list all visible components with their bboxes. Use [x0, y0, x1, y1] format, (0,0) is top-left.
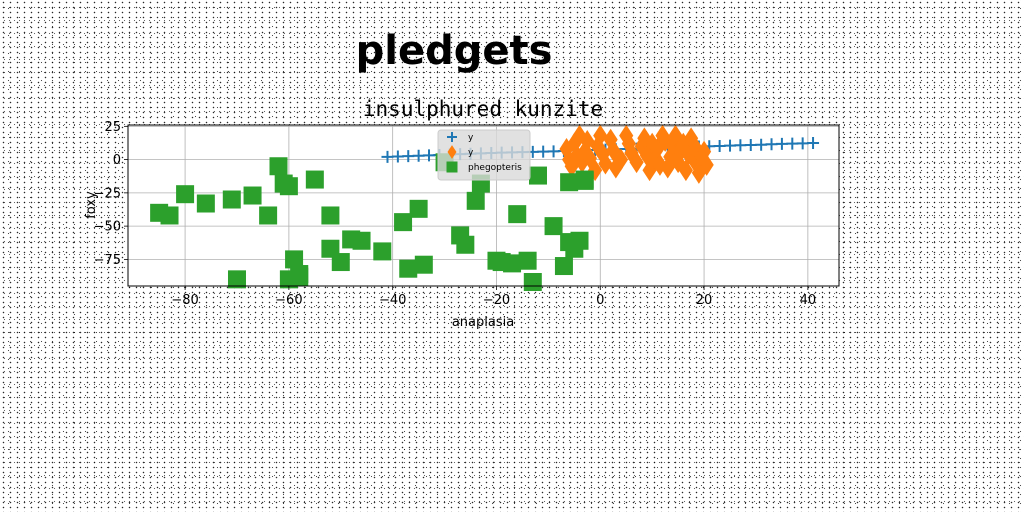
data-point [598, 152, 613, 175]
data-point [796, 137, 809, 150]
legend-box [437, 129, 531, 181]
data-point [678, 159, 693, 182]
data-point [613, 148, 629, 171]
legend-marker-3 [446, 161, 458, 173]
data-point [176, 185, 195, 204]
chart-title: insulphured kunzite [363, 97, 603, 121]
data-point [352, 231, 371, 250]
data-point [734, 139, 747, 152]
y-axis-label: foxy [84, 191, 99, 219]
x-tick-label: −80 [171, 293, 198, 308]
data-point [399, 259, 418, 278]
data-point [572, 124, 587, 147]
legend-marker-1 [447, 132, 457, 142]
legend-entry-2: y [468, 148, 474, 158]
data-point [544, 217, 563, 236]
data-point [412, 149, 425, 162]
data-point [652, 153, 668, 176]
data-point [775, 137, 788, 150]
y-tick-label: −75 [94, 253, 121, 268]
data-point [713, 140, 726, 153]
data-point [279, 177, 298, 196]
x-tick-label: −60 [275, 293, 302, 308]
data-point [423, 149, 436, 162]
data-point [196, 194, 215, 213]
data-point [699, 153, 714, 176]
series-layer [150, 124, 820, 292]
x-tick-label: 20 [696, 293, 713, 308]
data-point [508, 205, 527, 224]
plot-frame [127, 124, 840, 287]
legend-entry-3: phegopteris [468, 163, 522, 173]
data-point [547, 145, 560, 158]
x-tick-label: 0 [596, 293, 604, 308]
data-point [259, 206, 278, 225]
x-axis-label: anaplasia [452, 315, 514, 330]
data-point [744, 138, 757, 151]
data-point [290, 265, 309, 284]
data-point [227, 270, 246, 289]
y-tick-label: −25 [94, 186, 121, 201]
data-point [523, 273, 542, 292]
data-point [755, 138, 768, 151]
x-tick-label: −40 [379, 293, 406, 308]
data-point [807, 136, 820, 149]
data-point [765, 138, 778, 151]
data-point [593, 124, 608, 147]
data-point [528, 166, 547, 185]
data-point [414, 255, 433, 274]
data-point [554, 257, 573, 276]
data-point [629, 151, 644, 174]
data-point [409, 199, 428, 218]
data-point [321, 206, 340, 225]
chart-suptitle: pledgets [356, 28, 553, 74]
legend-marker-2 [447, 145, 457, 159]
data-point [391, 150, 404, 163]
legend-entry-1: y [468, 133, 474, 143]
data-point [587, 159, 603, 182]
data-point [243, 186, 262, 205]
data-point [269, 157, 288, 176]
series-3 [150, 153, 594, 292]
data-point [560, 233, 579, 252]
series-2 [559, 124, 714, 184]
data-point [560, 173, 579, 192]
ticks: −80 −60 −40 −20 0 20 40 25 0 −25 −50 −75 [94, 120, 817, 308]
data-point [466, 191, 485, 210]
y-tick-label: 0 [113, 153, 121, 168]
data-point [321, 239, 340, 258]
data-point [373, 242, 392, 261]
x-tick-label: 40 [800, 293, 817, 308]
data-point [537, 145, 550, 158]
x-tick-label: −20 [483, 293, 510, 308]
data-point [606, 139, 621, 162]
data-point [160, 206, 179, 225]
data-point [580, 130, 595, 152]
legend-markers [446, 132, 458, 173]
data-point [402, 150, 415, 163]
data-point [331, 253, 350, 272]
data-point [381, 150, 394, 163]
data-point [394, 213, 413, 232]
data-point [503, 254, 522, 273]
data-point [305, 170, 324, 189]
data-point [456, 235, 475, 254]
data-point [575, 171, 594, 190]
y-tick-label: 25 [104, 120, 121, 135]
data-point [724, 139, 737, 152]
data-point [518, 251, 537, 270]
y-tick-label: −50 [94, 220, 121, 235]
data-point [222, 190, 241, 209]
data-point [668, 124, 683, 147]
legend: y y phegopteris [437, 129, 531, 181]
data-point [786, 137, 799, 150]
